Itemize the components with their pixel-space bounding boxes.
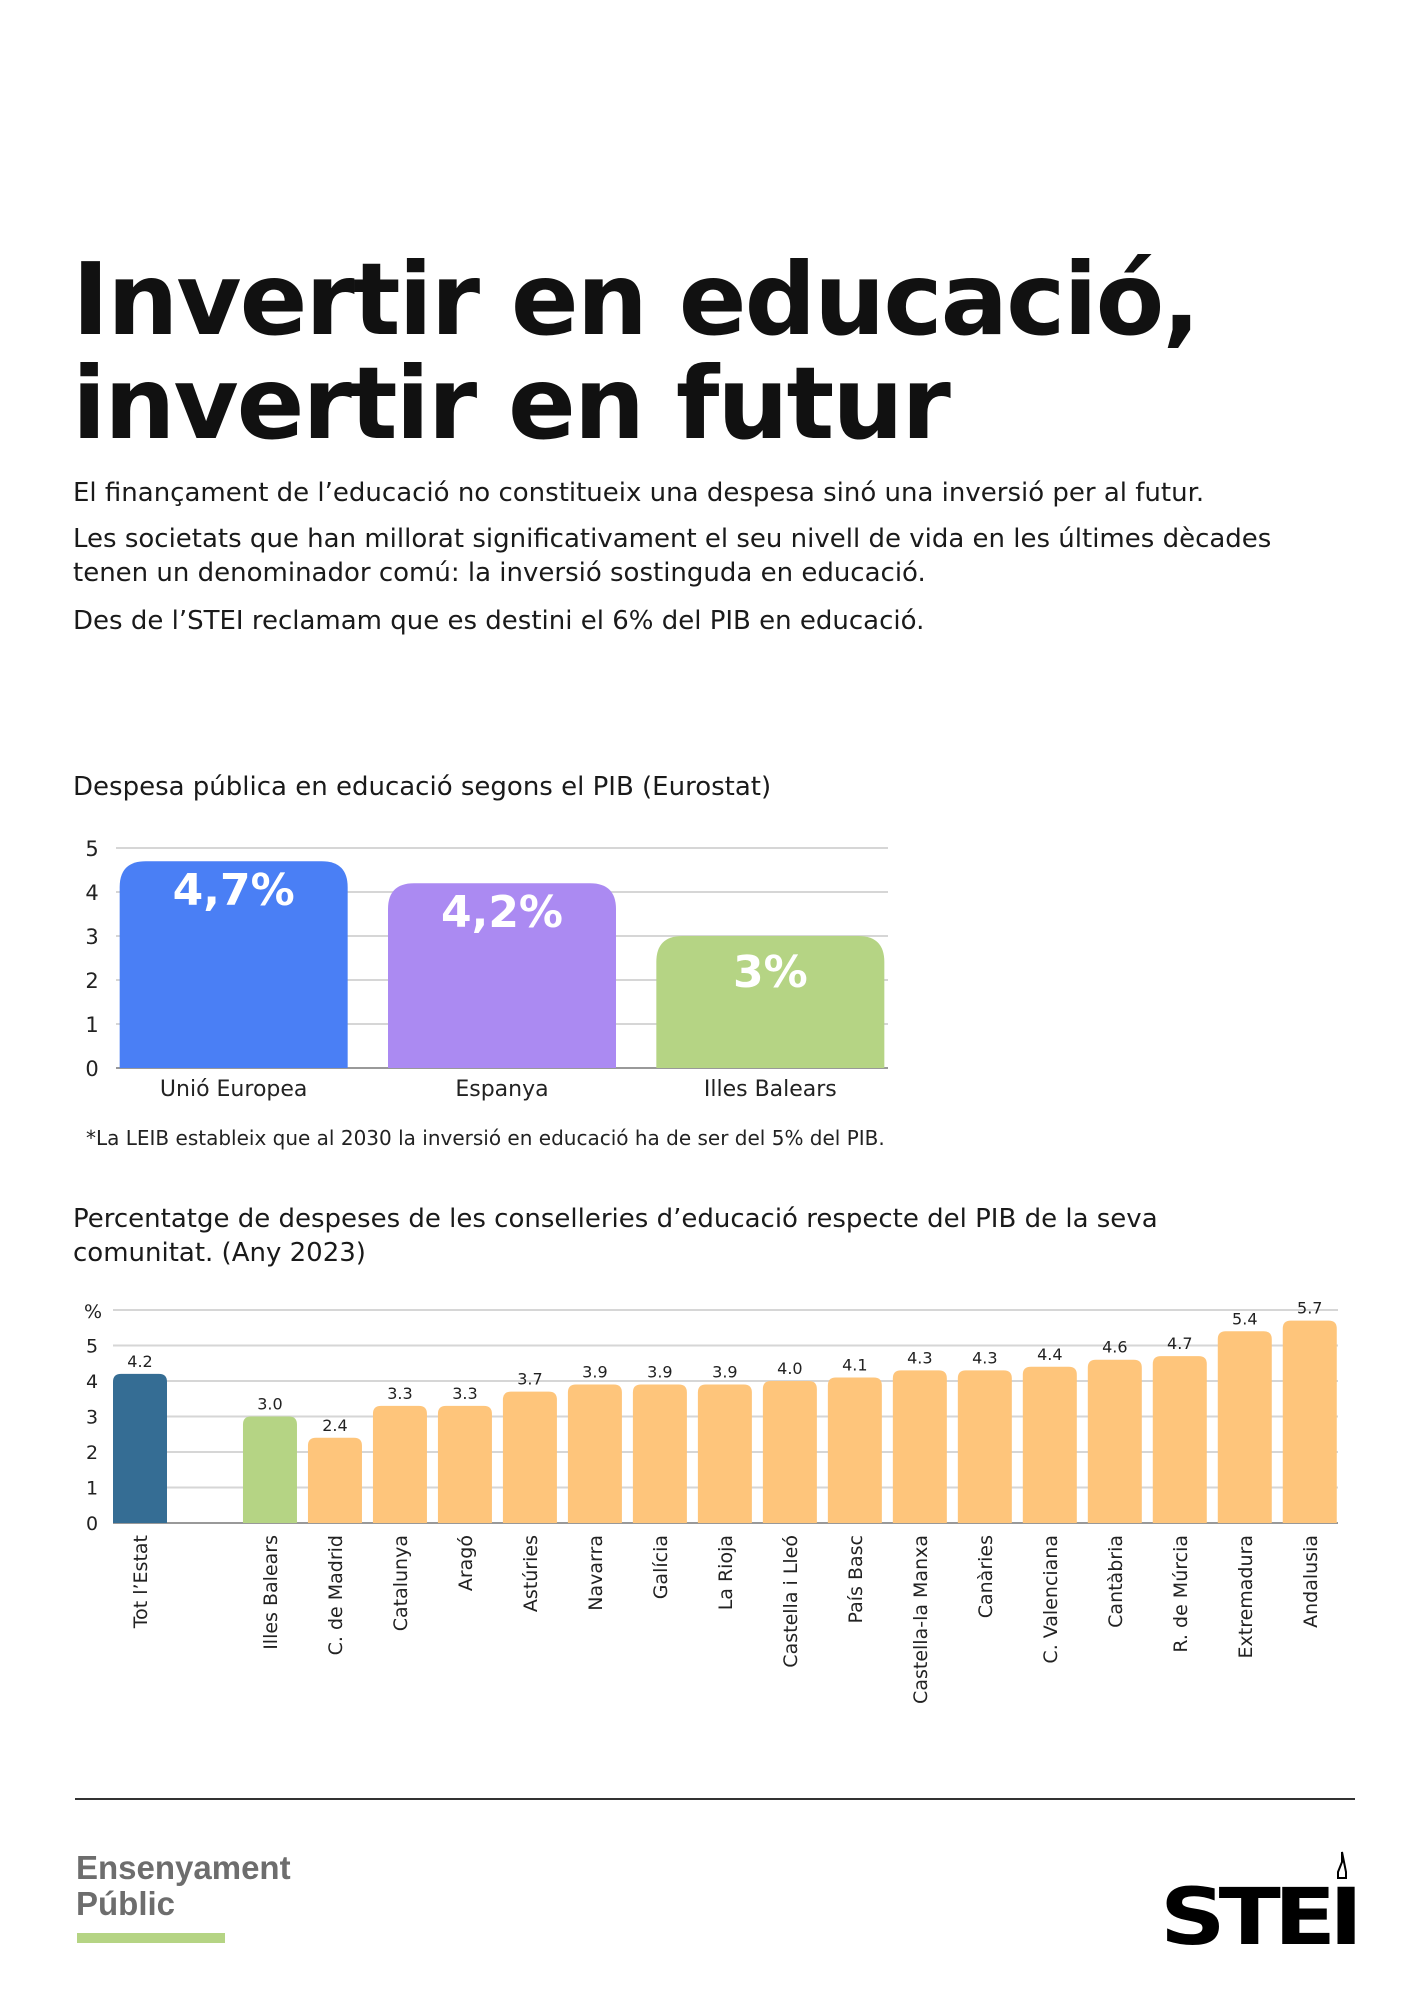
data-label: 4,7% bbox=[173, 865, 295, 916]
data-label: 2.4 bbox=[322, 1416, 347, 1435]
y-tick-label: 3 bbox=[86, 1407, 98, 1429]
y-tick-label: 0 bbox=[86, 1513, 98, 1535]
data-label: 4.6 bbox=[1102, 1338, 1127, 1357]
data-label: 3.7 bbox=[517, 1370, 542, 1389]
y-tick-label: 1 bbox=[85, 1013, 98, 1037]
x-tick-label: Galícia bbox=[650, 1535, 672, 1599]
x-tick-label: Castella i Lleó bbox=[780, 1535, 802, 1668]
x-tick-label: Castella-la Manxa bbox=[910, 1535, 932, 1704]
y-tick-label: 4 bbox=[85, 881, 98, 905]
y-tick-label: 2 bbox=[85, 969, 98, 993]
data-label: 3% bbox=[733, 947, 808, 998]
x-tick-label: Andalusia bbox=[1300, 1535, 1322, 1628]
bar bbox=[113, 1373, 167, 1523]
x-tick-label: Extremadura bbox=[1235, 1535, 1257, 1659]
x-tick-label: Astúries bbox=[520, 1535, 542, 1612]
brand-accent-bar bbox=[77, 1933, 225, 1943]
x-tick-label: Illes Balears bbox=[704, 1077, 837, 1102]
title-line-1: Invertir en educació, bbox=[72, 241, 1200, 358]
intro-paragraph-3: Des de l’STEI reclamam que es destini el… bbox=[73, 606, 925, 636]
y-tick-label: 4 bbox=[86, 1371, 98, 1393]
y-tick-label: 5 bbox=[86, 1336, 98, 1358]
bar bbox=[827, 1377, 882, 1523]
y-tick-label: 2 bbox=[86, 1442, 98, 1464]
x-tick-label: Catalunya bbox=[390, 1535, 412, 1631]
data-label: 4.3 bbox=[907, 1348, 932, 1367]
stei-logo: STEI bbox=[1160, 1851, 1360, 1948]
bar bbox=[1282, 1320, 1337, 1523]
bar bbox=[656, 936, 885, 1068]
y-tick-label: 1 bbox=[86, 1478, 98, 1500]
data-label: 3.9 bbox=[582, 1363, 607, 1382]
bar bbox=[1217, 1331, 1272, 1523]
data-label: 3.9 bbox=[647, 1363, 672, 1382]
data-label: 3.3 bbox=[387, 1384, 412, 1403]
data-label: 3.0 bbox=[257, 1395, 282, 1414]
bar bbox=[502, 1391, 557, 1523]
data-label: 5.4 bbox=[1232, 1309, 1257, 1328]
bar bbox=[697, 1384, 752, 1523]
bar bbox=[1087, 1359, 1142, 1523]
data-label: 4.2 bbox=[127, 1352, 152, 1371]
bar bbox=[632, 1384, 687, 1523]
y-axis-label: % bbox=[84, 1301, 102, 1323]
data-label: 4.0 bbox=[777, 1359, 802, 1378]
chart1: 0 1 2 3 4 5 4,7% Unió Europea 4,2% Espanya 3% Illes… bbox=[85, 837, 888, 1102]
brand-line-1: Ensenyament bbox=[76, 1849, 291, 1886]
x-tick-label: Cantàbria bbox=[1105, 1535, 1127, 1628]
y-tick-label: 5 bbox=[85, 837, 98, 861]
y-tick-label: 3 bbox=[85, 925, 98, 949]
bar bbox=[119, 861, 348, 1068]
data-label: 4.1 bbox=[842, 1355, 867, 1374]
x-tick-label: Illes Balears bbox=[260, 1535, 282, 1650]
x-tick-label: País Basc bbox=[845, 1535, 867, 1624]
x-tick-label: Espanya bbox=[455, 1077, 548, 1102]
bar bbox=[437, 1405, 492, 1523]
bar bbox=[388, 883, 616, 1068]
intro-paragraph-2b: tenen un denominador comú: la inversió s… bbox=[73, 558, 926, 588]
x-tick-label: Aragó bbox=[455, 1535, 477, 1591]
data-label: 5.7 bbox=[1297, 1299, 1322, 1318]
x-tick-label: Navarra bbox=[585, 1535, 607, 1611]
y-tick-label: 0 bbox=[85, 1057, 98, 1081]
bar bbox=[1022, 1366, 1077, 1523]
x-tick-label: Canàries bbox=[975, 1535, 997, 1618]
intro-paragraph-1: El finançament de l’educació no constitu… bbox=[73, 478, 1205, 508]
bar bbox=[1152, 1356, 1207, 1523]
data-label: 4.4 bbox=[1037, 1345, 1062, 1364]
chart1-footnote: *La LEIB estableix que al 2030 la invers… bbox=[86, 1126, 885, 1150]
svg-text:STEI: STEI bbox=[1160, 1873, 1356, 1948]
bar bbox=[892, 1370, 947, 1523]
page-title: Invertir en educació, invertir en futur bbox=[72, 248, 1200, 456]
x-tick-label: Tot l’Estat bbox=[130, 1535, 152, 1629]
chart1-title: Despesa pública en educació segons el PI… bbox=[73, 772, 772, 802]
brand-line-2: Públic bbox=[76, 1885, 176, 1922]
bar bbox=[957, 1370, 1012, 1523]
intro-paragraph-2a: Les societats que han millorat significa… bbox=[73, 524, 1272, 554]
brand-ensenyament-public: Ensenyament Públic bbox=[76, 1850, 291, 1922]
x-tick-label: R. de Múrcia bbox=[1170, 1535, 1192, 1653]
bar bbox=[242, 1416, 297, 1523]
x-tick-label: C. Valenciana bbox=[1040, 1535, 1062, 1664]
chart2-title: Percentatge de despeses de les conseller… bbox=[73, 1204, 1158, 1268]
chart2: % 0 1 2 3 4 5 4.2 Tot l’Estat 3.0 Illes Balears 2.4… bbox=[84, 1299, 1338, 1704]
x-tick-label: La Rioja bbox=[715, 1535, 737, 1610]
divider bbox=[75, 1798, 1355, 1800]
data-label: 4.3 bbox=[972, 1348, 997, 1367]
data-label: 3.9 bbox=[712, 1363, 737, 1382]
x-tick-label: C. de Madrid bbox=[325, 1535, 347, 1655]
bar bbox=[762, 1381, 817, 1523]
bar bbox=[307, 1437, 362, 1523]
data-label: 4.7 bbox=[1167, 1334, 1192, 1353]
title-line-2: invertir en futur bbox=[72, 345, 951, 462]
bar bbox=[372, 1405, 427, 1523]
x-tick-label: Unió Europea bbox=[160, 1077, 307, 1102]
data-label: 4,2% bbox=[441, 887, 563, 938]
bar bbox=[567, 1384, 622, 1523]
data-label: 3.3 bbox=[452, 1384, 477, 1403]
